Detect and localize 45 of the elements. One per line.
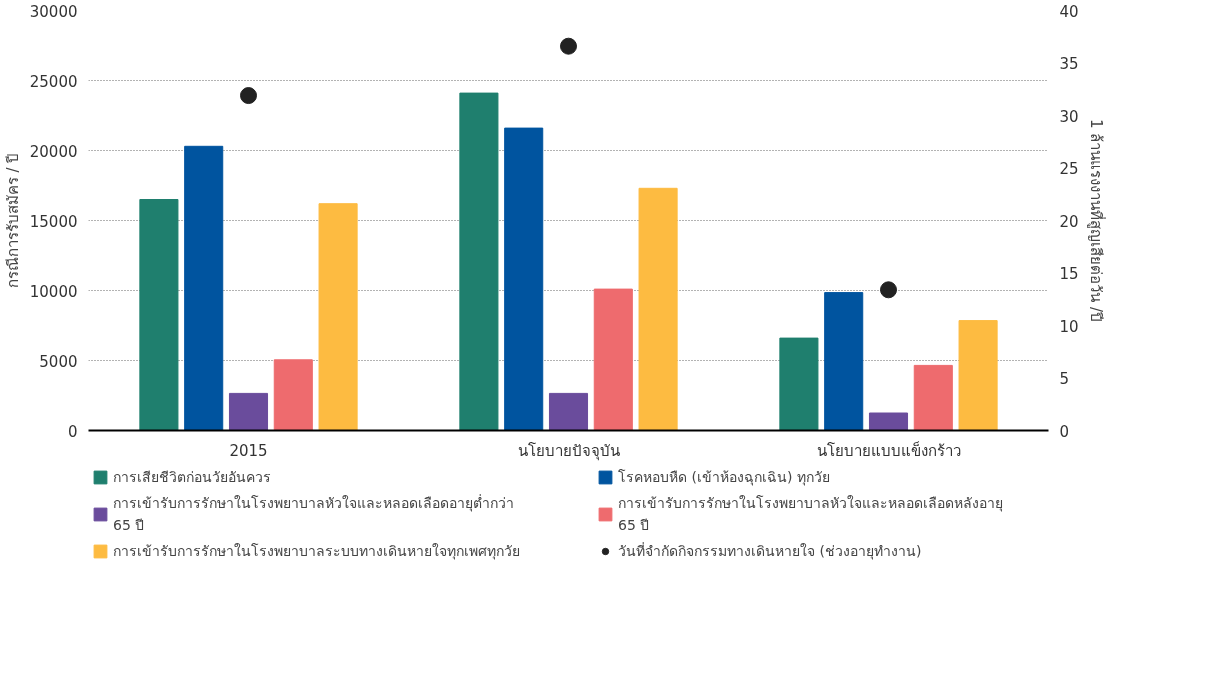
y2-axis-title: 1 ล้านแรงงานที่สูญเสียต่อวัน /ปี — [1086, 118, 1107, 323]
y-tick-label: 25000 — [29, 72, 78, 91]
point — [880, 281, 897, 299]
bar — [273, 359, 313, 431]
y2-tick-label: 40 — [1059, 2, 1079, 21]
bar — [638, 187, 678, 431]
bar — [139, 199, 179, 431]
bar — [548, 392, 589, 431]
bar — [779, 337, 819, 431]
legend-label: โรคหอบหืด (เข้าห้องฉุกเฉิน) ทุกวัย — [618, 468, 831, 488]
y-axis-title: กรณีการรับสมัคร / ปี — [3, 152, 22, 289]
legend-label: วันที่จำกัดกิจกรรมทางเดินหายใจ (ช่วงอายุทำงาน) — [618, 541, 923, 562]
legend-label: การเข้ารับการรักษาในโรงพยาบาลหัวใจและหลอดเลือดหลังอายุ 65 ปี — [618, 494, 1004, 535]
bar — [459, 92, 499, 431]
x-tick-label: นโยบายแบบแข็งกร้าว — [816, 440, 961, 460]
legend-label: การเสียชีวิตก่อนวัยอันควร — [113, 468, 272, 487]
y-tick-label: 20000 — [29, 142, 78, 161]
bar — [868, 412, 909, 431]
y2-tick-label: 20 — [1059, 212, 1079, 231]
y2-tick-label: 5 — [1059, 370, 1070, 388]
bar — [318, 203, 358, 431]
point — [240, 87, 257, 105]
x-tick-label: นโยบายปัจจุบัน — [517, 441, 620, 461]
y2-tick-label: 15 — [1059, 265, 1079, 283]
x-tick-label: 2015 — [229, 441, 268, 460]
bar — [184, 145, 224, 431]
y2-tick-label: 35 — [1059, 55, 1079, 73]
y-tick-label: 0 — [67, 422, 78, 441]
bar — [593, 288, 633, 431]
bar — [504, 127, 544, 431]
y2-tick-label: 25 — [1059, 160, 1079, 178]
legend-label: การเข้ารับการรักษาในโรงพยาบาลระบบทางเดินหายใจทุกเพศทุกวัย — [113, 542, 521, 562]
point — [560, 37, 577, 55]
bar — [228, 392, 269, 431]
y-tick-label: 15000 — [29, 212, 78, 231]
y2-tick-label: 0 — [1059, 422, 1070, 441]
y-tick-label: 10000 — [29, 282, 78, 301]
bar — [824, 292, 864, 431]
bar — [958, 320, 998, 431]
legend-label: การเข้ารับการรักษาในโรงพยาบาลหัวใจและหลอดเลือดอายุต่ำกว่า 65 ปี — [113, 493, 515, 535]
y2-tick-label: 10 — [1059, 317, 1079, 336]
y2-tick-label: 30 — [1059, 107, 1079, 126]
bar — [913, 364, 953, 431]
y-tick-label: 30000 — [29, 2, 78, 21]
y-tick-label: 5000 — [39, 352, 78, 371]
